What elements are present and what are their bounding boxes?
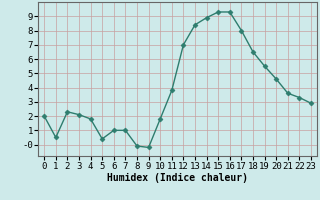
X-axis label: Humidex (Indice chaleur): Humidex (Indice chaleur)	[107, 173, 248, 183]
